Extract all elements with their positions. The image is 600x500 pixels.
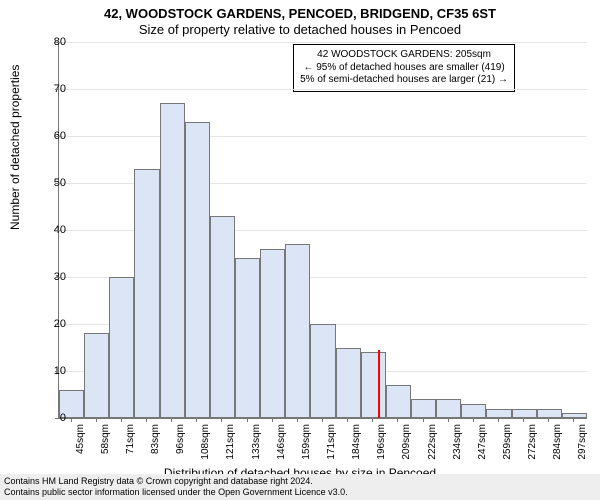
x-tick-mark [573, 418, 574, 422]
y-tick-label: 60 [38, 130, 66, 142]
chart-container: 42, WOODSTOCK GARDENS, PENCOED, BRIDGEND… [0, 0, 600, 500]
x-tick-label: 83sqm [150, 424, 161, 464]
histogram-bar [411, 399, 436, 418]
y-tick-label: 80 [38, 36, 66, 48]
histogram-bar [185, 122, 210, 418]
histogram-bar [336, 348, 361, 419]
callout-line-2: ← 95% of detached houses are smaller (41… [300, 62, 508, 75]
y-tick-label: 20 [38, 318, 66, 330]
footer-line-2: Contains public sector information licen… [4, 487, 596, 498]
footer: Contains HM Land Registry data © Crown c… [0, 474, 600, 500]
histogram-bar [386, 385, 411, 418]
plot-area: 42 WOODSTOCK GARDENS: 205sqm ← 95% of de… [58, 42, 587, 419]
callout-box: 42 WOODSTOCK GARDENS: 205sqm ← 95% of de… [293, 44, 515, 92]
y-tick-mark [55, 136, 59, 137]
x-tick-mark [71, 418, 72, 422]
x-tick-mark [272, 418, 273, 422]
x-tick-label: 146sqm [276, 424, 287, 464]
x-tick-label: 121sqm [225, 424, 236, 464]
x-tick-mark [347, 418, 348, 422]
y-tick-mark [55, 89, 59, 90]
histogram-bar [537, 409, 562, 418]
x-tick-label: 184sqm [351, 424, 362, 464]
x-tick-mark [322, 418, 323, 422]
y-tick-label: 30 [38, 271, 66, 283]
x-tick-mark [96, 418, 97, 422]
x-tick-mark [146, 418, 147, 422]
x-tick-mark [221, 418, 222, 422]
histogram-bar [84, 333, 109, 418]
x-tick-label: 159sqm [301, 424, 312, 464]
histogram-bar [210, 216, 235, 418]
chart-title: 42, WOODSTOCK GARDENS, PENCOED, BRIDGEND… [0, 6, 600, 21]
marker-line [378, 350, 380, 418]
x-tick-mark [548, 418, 549, 422]
callout-line-1: 42 WOODSTOCK GARDENS: 205sqm [300, 49, 508, 62]
x-tick-label: 222sqm [427, 424, 438, 464]
x-tick-label: 297sqm [577, 424, 588, 464]
x-tick-mark [397, 418, 398, 422]
x-tick-mark [247, 418, 248, 422]
gridline [59, 136, 587, 137]
y-tick-mark [55, 371, 59, 372]
x-tick-label: 247sqm [477, 424, 488, 464]
x-tick-label: 234sqm [452, 424, 463, 464]
y-tick-mark [55, 324, 59, 325]
y-tick-mark [55, 42, 59, 43]
histogram-bar [235, 258, 260, 418]
x-tick-label: 209sqm [401, 424, 412, 464]
x-tick-mark [448, 418, 449, 422]
gridline [59, 89, 587, 90]
x-tick-label: 284sqm [552, 424, 563, 464]
y-axis-label: Number of detached properties [8, 65, 22, 230]
gridline [59, 42, 587, 43]
y-tick-label: 10 [38, 365, 66, 377]
y-tick-mark [55, 277, 59, 278]
x-tick-mark [372, 418, 373, 422]
histogram-bar [436, 399, 461, 418]
y-tick-label: 0 [38, 412, 66, 424]
x-tick-mark [121, 418, 122, 422]
x-tick-label: 133sqm [251, 424, 262, 464]
x-tick-label: 108sqm [200, 424, 211, 464]
x-tick-label: 71sqm [125, 424, 136, 464]
x-tick-label: 171sqm [326, 424, 337, 464]
x-tick-label: 259sqm [502, 424, 513, 464]
x-tick-mark [498, 418, 499, 422]
x-tick-mark [171, 418, 172, 422]
callout-line-3: 5% of semi-detached houses are larger (2… [300, 74, 508, 87]
histogram-bar [486, 409, 511, 418]
x-tick-label: 58sqm [100, 424, 111, 464]
histogram-bar [134, 169, 159, 418]
footer-line-1: Contains HM Land Registry data © Crown c… [4, 476, 596, 487]
histogram-bar [512, 409, 537, 418]
x-tick-label: 196sqm [376, 424, 387, 464]
x-tick-mark [523, 418, 524, 422]
histogram-bar [109, 277, 134, 418]
x-tick-label: 272sqm [527, 424, 538, 464]
histogram-bar [361, 352, 386, 418]
histogram-bar [260, 249, 285, 418]
y-tick-mark [55, 418, 59, 419]
x-tick-mark [473, 418, 474, 422]
x-tick-mark [297, 418, 298, 422]
y-tick-mark [55, 230, 59, 231]
x-tick-label: 45sqm [75, 424, 86, 464]
y-tick-label: 70 [38, 83, 66, 95]
histogram-bar [285, 244, 310, 418]
x-tick-mark [423, 418, 424, 422]
histogram-bar [461, 404, 486, 418]
x-tick-mark [196, 418, 197, 422]
histogram-bar [160, 103, 185, 418]
chart-subtitle: Size of property relative to detached ho… [0, 22, 600, 37]
x-tick-label: 96sqm [175, 424, 186, 464]
histogram-bar [310, 324, 335, 418]
y-tick-label: 40 [38, 224, 66, 236]
y-tick-mark [55, 183, 59, 184]
y-tick-label: 50 [38, 177, 66, 189]
